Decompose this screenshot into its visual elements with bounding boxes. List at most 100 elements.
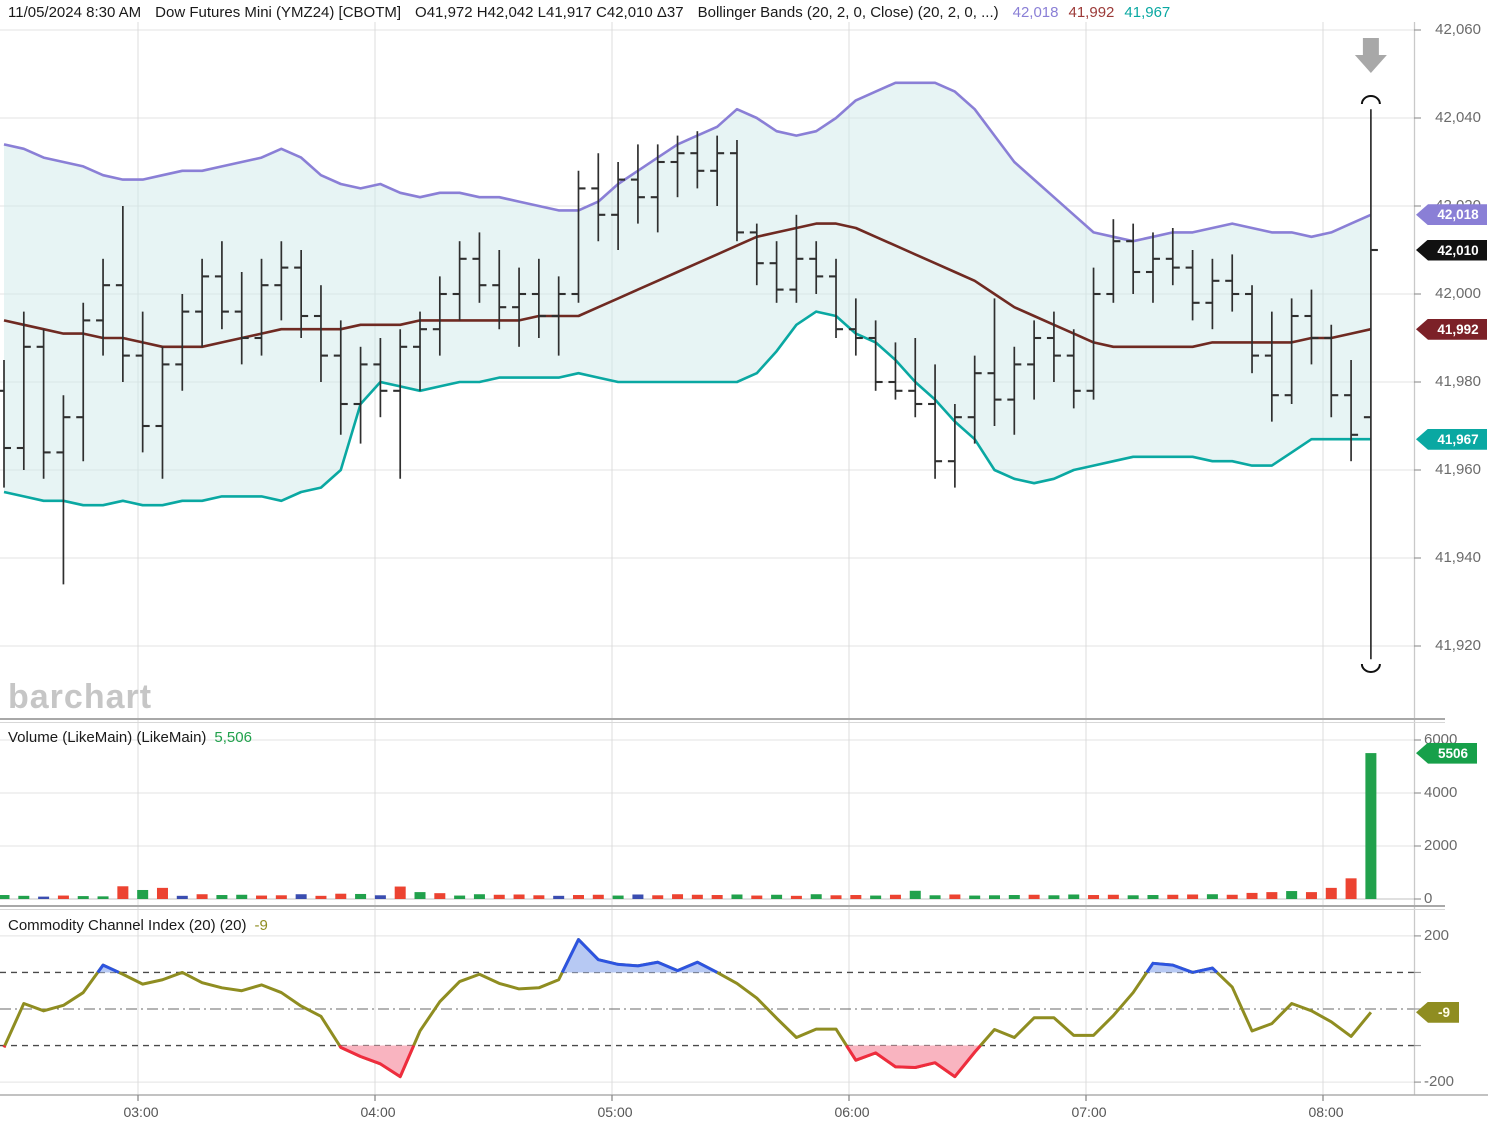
cci-pane-value: -9 [254, 917, 268, 934]
range-bracket-top[interactable] [1360, 95, 1381, 105]
volume-bar [295, 894, 307, 899]
price-bar [36, 329, 51, 479]
volume-bar [117, 886, 129, 899]
volume-bar [1325, 887, 1337, 899]
cci-overbought-fill [562, 939, 718, 973]
price-bar [16, 311, 31, 470]
y-axis-label: 42,000 [1435, 285, 1481, 302]
price-bar [769, 241, 784, 303]
pane-separator-shadow [0, 909, 1445, 910]
volume-bar [533, 895, 545, 899]
volume-bar [652, 895, 664, 899]
volume-bar [1345, 878, 1357, 899]
volume-pane-value: 5,506 [214, 729, 252, 746]
price-bar [1126, 223, 1141, 294]
volume-bar [394, 886, 406, 899]
price-bar [1086, 267, 1101, 400]
volume-bar [434, 893, 446, 899]
volume-bar [513, 894, 525, 899]
y-axis-label: 42,060 [1435, 21, 1481, 38]
volume-bar [929, 895, 941, 899]
title-bb-middle-value: 41,992 [1068, 4, 1115, 21]
title-bb-upper-value: 42,018 [1012, 4, 1059, 21]
price-bar [492, 250, 507, 330]
volume-bar [1048, 895, 1060, 899]
price-bar [729, 140, 744, 242]
volume-bar [57, 895, 69, 899]
price-bar [1106, 219, 1121, 303]
cci-oversold-line [338, 1044, 416, 1079]
price-bar [848, 298, 863, 356]
cci-overbought-line [560, 938, 718, 974]
volume-bar [493, 894, 505, 899]
cci-badge: -9 [1416, 1001, 1459, 1023]
price-bar [333, 320, 348, 435]
y-axis-label: 200 [1424, 926, 1450, 944]
price-bar [1165, 228, 1180, 286]
price-bar [1344, 360, 1359, 462]
price-bar [274, 241, 289, 321]
bollinger-middle-band [3, 222, 1372, 349]
volume-bar [989, 895, 1000, 899]
volume-pane-header[interactable]: Volume (LikeMain) (LikeMain) 5,506 [8, 729, 252, 746]
volume-bar [414, 892, 426, 899]
volume-bar [18, 895, 30, 899]
volume-bar [315, 895, 327, 899]
price-bar [947, 404, 962, 488]
price-bar [214, 241, 229, 330]
volume-bar [1127, 895, 1139, 899]
y-axis-label: 2000 [1424, 837, 1458, 854]
price-bar [1225, 254, 1240, 312]
bb-upper-badge: 42,018 [1416, 204, 1487, 226]
x-axis-label: 08:00 [1308, 1104, 1344, 1120]
cci-pane-label: Commodity Channel Index (20) (20) [8, 917, 247, 934]
volume-bar [1008, 895, 1020, 899]
x-axis-label: 05:00 [597, 1104, 633, 1120]
cci-line [2, 938, 1373, 1079]
y-axis-label: 0 [1424, 890, 1433, 907]
price-bar [1145, 232, 1160, 303]
price-bar [1027, 320, 1042, 400]
volume-bar [1365, 753, 1377, 899]
price-bar [1066, 329, 1081, 409]
cci-pane-header[interactable]: Commodity Channel Index (20) (20) -9 [8, 917, 268, 934]
volume-bar [1266, 892, 1278, 899]
price-bar [393, 329, 408, 479]
price-bar [175, 294, 190, 391]
volume-bar [176, 895, 188, 899]
y-axis-label: 41,960 [1435, 461, 1481, 478]
price-bar [373, 338, 388, 418]
volume-bar [691, 894, 703, 899]
down-arrow-annotation[interactable] [1354, 38, 1387, 73]
price-bar [1046, 311, 1061, 382]
volume-bar [632, 894, 644, 899]
bollinger-lower-band [3, 310, 1371, 507]
pane-separator[interactable] [0, 718, 1445, 720]
title-study-label[interactable]: Bollinger Bands (20, 2, 0, Close) (20, 2… [697, 4, 999, 21]
title-bb-lower-value: 41,967 [1124, 4, 1171, 21]
volume-bar [1147, 895, 1159, 899]
volume-bar [335, 893, 347, 899]
price-bar [1363, 109, 1378, 660]
volume-bar [454, 895, 466, 899]
price-bar [234, 272, 249, 365]
volume-bar [949, 894, 961, 899]
y-axis-label: 41,920 [1435, 637, 1481, 654]
volume-bar [771, 894, 783, 899]
price-bar [195, 258, 210, 347]
price-bar [472, 232, 487, 303]
volume-bar [553, 895, 565, 899]
price-bar [1185, 250, 1200, 321]
price-bar [908, 338, 923, 418]
pane-separator[interactable] [0, 905, 1445, 907]
price-bar [155, 346, 170, 479]
bb-middle-badge: 41,992 [1416, 318, 1487, 340]
range-bracket-bottom[interactable] [1360, 663, 1381, 673]
y-axis-label: 4000 [1424, 784, 1458, 801]
price-bar [809, 241, 824, 294]
price-bar [353, 346, 368, 444]
barchart-logo: barchart [8, 678, 153, 716]
title-datetime: 11/05/2024 8:30 AM [8, 4, 142, 21]
cci-oversold-line [2, 1044, 7, 1048]
